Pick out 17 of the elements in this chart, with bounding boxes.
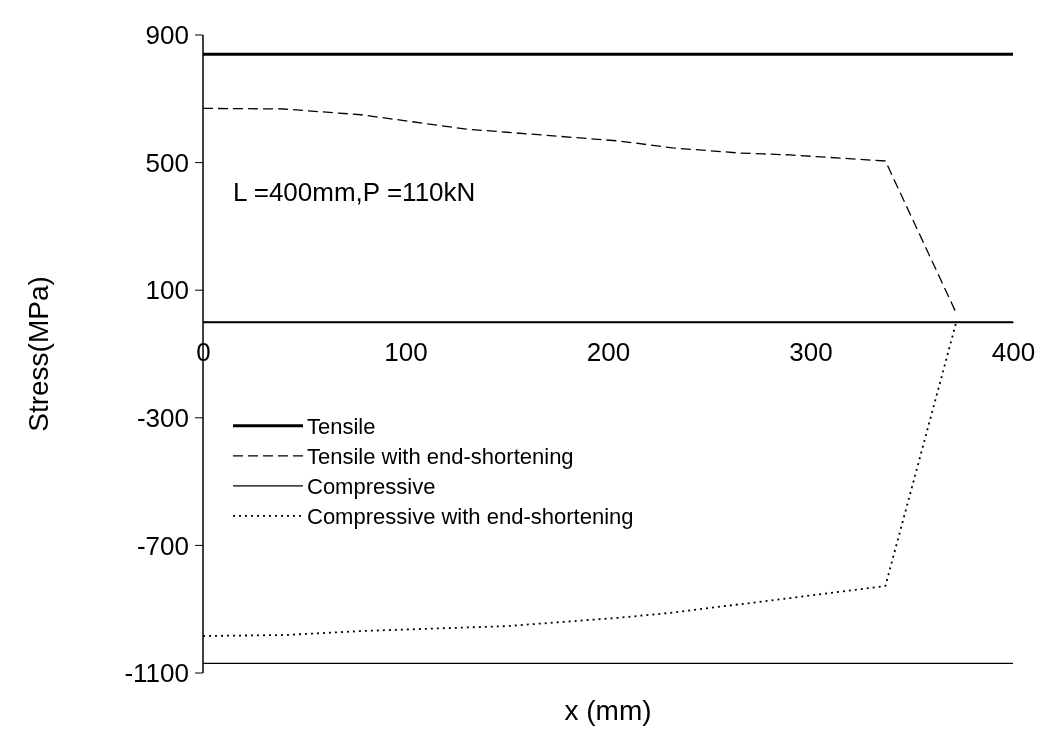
y-tick-label: 500 [145,147,189,178]
legend-label: Compressive [307,473,436,499]
y-tick-label: 900 [145,20,189,51]
legend-label: Tensile with end-shortening [307,443,574,469]
x-tick-label: 200 [586,336,631,367]
y-tick-label: -300 [136,402,189,433]
y-tick-label: 100 [145,275,189,306]
x-axis-title: x (mm) [564,695,652,726]
y-tick-label: -700 [136,530,189,561]
annotation: L =400mm,P =110kN [233,176,476,207]
y-axis-title: Stress(MPa) [23,276,54,432]
x-tick-label: 400 [991,336,1036,367]
y-tick-label: -1100 [124,658,189,689]
x-tick-label: 100 [384,336,428,367]
legend-label: Compressive with end-shortening [307,503,634,529]
legend-label: Tensile [307,413,376,439]
x-tick-label: 300 [789,336,833,367]
